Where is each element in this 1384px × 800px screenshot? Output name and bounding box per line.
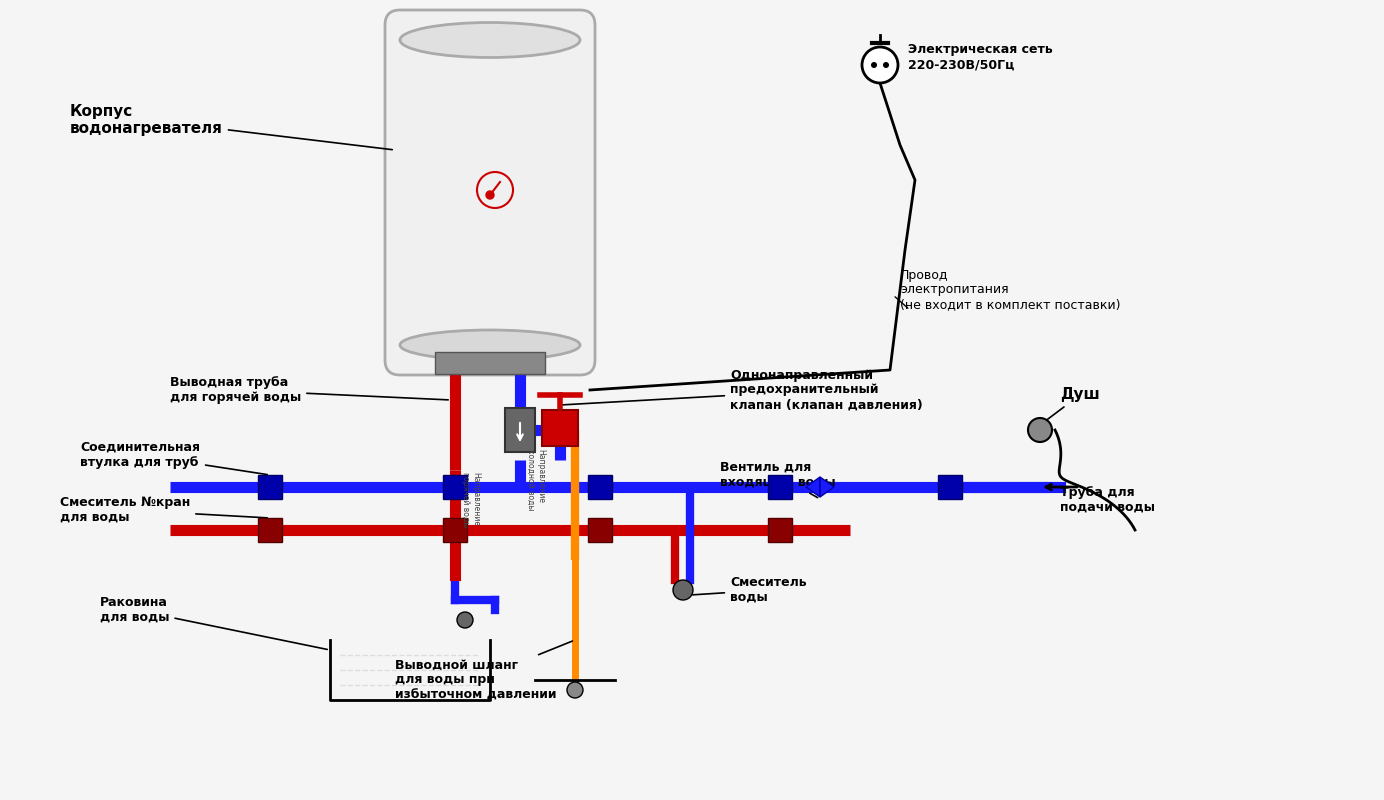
Bar — [257, 518, 282, 542]
Circle shape — [486, 191, 494, 199]
Bar — [938, 475, 962, 499]
Ellipse shape — [400, 22, 580, 58]
Text: Раковина
для воды: Раковина для воды — [100, 596, 327, 650]
Text: Вентиль для
входящей воды: Вентиль для входящей воды — [720, 461, 836, 498]
Text: Душ: Душ — [1042, 387, 1100, 423]
Bar — [543, 410, 579, 446]
Text: Направление
холодной воды: Направление холодной воды — [526, 450, 545, 510]
Circle shape — [1028, 418, 1052, 442]
Text: Электрическая сеть
220-230В/50Гц: Электрическая сеть 220-230В/50Гц — [908, 43, 1053, 71]
Text: Смеситель
воды: Смеситель воды — [693, 576, 807, 604]
Bar — [588, 475, 612, 499]
Text: Труба для
подачи воды: Труба для подачи воды — [1060, 486, 1156, 514]
Text: Провод
электропитания
(не входит в комплект поставки): Провод электропитания (не входит в компл… — [900, 269, 1121, 311]
Bar — [505, 408, 536, 452]
Circle shape — [862, 47, 898, 83]
Circle shape — [883, 62, 889, 68]
Bar — [768, 475, 792, 499]
Bar — [443, 518, 466, 542]
Bar — [443, 475, 466, 499]
Text: Смеситель №кран
для воды: Смеситель №кран для воды — [60, 496, 267, 524]
Circle shape — [673, 580, 693, 600]
Bar — [435, 352, 545, 374]
FancyBboxPatch shape — [385, 10, 595, 375]
Polygon shape — [805, 477, 819, 497]
Bar — [588, 518, 612, 542]
Text: Выводная труба
для горячей воды: Выводная труба для горячей воды — [170, 376, 448, 404]
Polygon shape — [819, 477, 835, 497]
Bar — [768, 518, 792, 542]
Bar — [257, 475, 282, 499]
Text: Выводной шланг
для воды при
избыточном давлении: Выводной шланг для воды при избыточном д… — [394, 641, 573, 702]
Text: Корпус
водонагревателя: Корпус водонагревателя — [71, 104, 392, 150]
Text: Направление
горячей воды: Направление горячей воды — [461, 473, 480, 527]
Text: Соединительная
втулка для труб: Соединительная втулка для труб — [80, 441, 267, 474]
Circle shape — [871, 62, 877, 68]
Text: Однонаправленный
предохранительный
клапан (клапан давления): Однонаправленный предохранительный клапа… — [563, 369, 923, 411]
Ellipse shape — [400, 330, 580, 360]
Circle shape — [457, 612, 473, 628]
Circle shape — [567, 682, 583, 698]
